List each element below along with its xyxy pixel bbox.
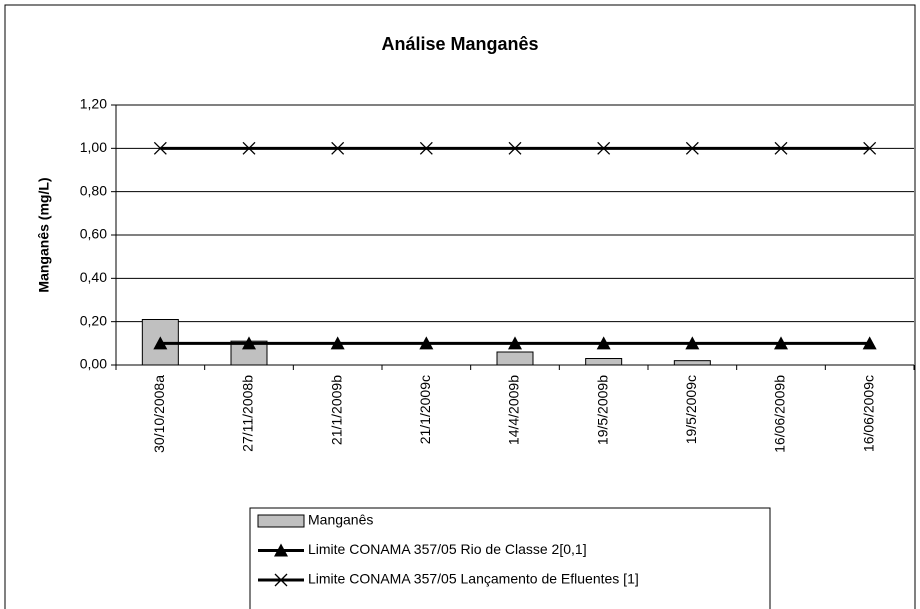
x-tick-label: 27/11/2008b xyxy=(240,375,256,452)
marker-triangle xyxy=(508,336,522,350)
legend-swatch xyxy=(257,514,305,528)
marker-x xyxy=(242,141,256,155)
legend xyxy=(249,507,771,609)
x-tick-label: 21/1/2009b xyxy=(328,375,344,445)
x-tick-label: 14/4/2009b xyxy=(506,375,522,445)
marker-triangle xyxy=(242,336,256,350)
legend-label: Limite CONAMA 357/05 Rio de Classe 2[0,1… xyxy=(308,541,587,557)
marker-triangle xyxy=(774,336,788,350)
x-tick-label: 16/06/2009b xyxy=(772,375,788,453)
marker-triangle xyxy=(274,543,288,557)
marker-x xyxy=(508,141,522,155)
x-tick-label: 19/5/2009c xyxy=(683,375,699,444)
legend-label: Limite CONAMA 357/05 Lançamento de Eflue… xyxy=(308,571,639,587)
marker-x xyxy=(274,573,288,587)
marker-x xyxy=(685,141,699,155)
chart-title: Análise Manganês xyxy=(381,34,538,54)
x-tick-label: 16/06/2009c xyxy=(860,375,876,452)
marker-x xyxy=(331,141,345,155)
marker-x xyxy=(419,141,433,155)
x-tick-label: 30/10/2008a xyxy=(151,375,167,453)
y-tick-label: 1,00 xyxy=(80,139,107,155)
marker-triangle xyxy=(419,336,434,350)
y-tick-label: 0,40 xyxy=(80,269,107,285)
marker-triangle xyxy=(862,336,877,350)
y-tick-label: 0,60 xyxy=(80,226,107,242)
x-tick-label: 19/5/2009b xyxy=(594,375,610,445)
legend-label: Manganês xyxy=(308,512,373,528)
marker-x xyxy=(597,141,611,155)
marker-triangle xyxy=(330,336,345,350)
marker-triangle xyxy=(153,336,168,350)
bar xyxy=(673,360,711,366)
y-tick-label: 0,80 xyxy=(80,182,107,198)
marker-triangle xyxy=(596,336,611,350)
y-tick-label: 0,00 xyxy=(80,356,107,372)
marker-x xyxy=(863,141,877,155)
x-tick-label: 21/1/2009c xyxy=(417,375,433,444)
y-tick-label: 1,20 xyxy=(80,96,107,112)
bar xyxy=(585,358,623,366)
marker-x xyxy=(153,141,167,155)
marker-x xyxy=(774,141,788,155)
bar xyxy=(496,351,534,366)
y-axis-label: Manganês (mg/L) xyxy=(36,177,52,292)
y-tick-label: 0,20 xyxy=(80,312,107,328)
marker-triangle xyxy=(685,336,700,350)
